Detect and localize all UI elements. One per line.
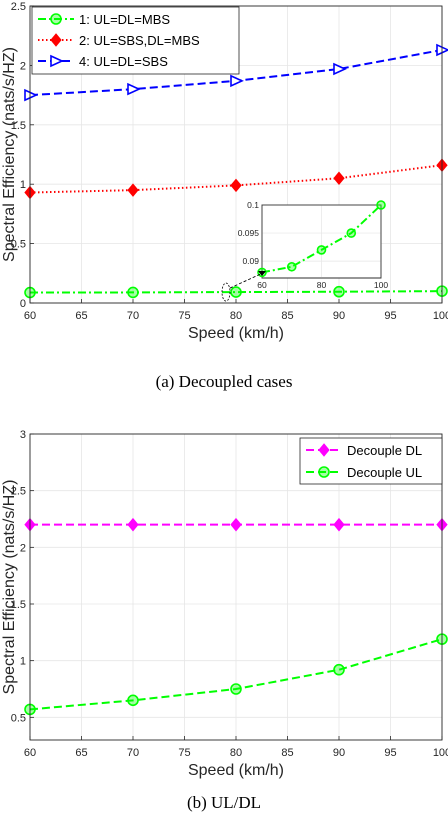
- chart-2: 60 65 70 75 80 85 90 95 100 0.5 1 1.5 2 2.5 3 Speed (km…: [1, 429, 448, 812]
- chart-2-axes-frame: [29, 433, 443, 741]
- chart-1-y-tick-label: 1.5: [11, 120, 26, 132]
- chart-1-x-tick-label: 80: [230, 310, 242, 322]
- chart-1-inset-series-line: [261, 204, 382, 274]
- chart-1-inset-x-tick-label: 80: [317, 280, 327, 290]
- chart-2-legend-label: Decouple UL: [347, 465, 422, 480]
- chart-2-data-point: [127, 517, 139, 532]
- chart-1-y-axis-label: Spectral Efficiency (nats/s/HZ): [1, 47, 18, 262]
- chart-2-x-tick-label: 95: [384, 747, 396, 759]
- chart-2-legend-marker: [318, 443, 330, 457]
- chart-1-y-tick-label: 0: [20, 298, 26, 310]
- chart-1-data-point: [127, 82, 141, 96]
- chart-1-legend-marker: [50, 13, 62, 25]
- chart-2-y-axis-label: Spectral Efficiency (nats/s/HZ): [1, 480, 18, 695]
- chart-1-legend-label: 2: UL=SBS,DL=MBS: [79, 33, 200, 48]
- chart-1-data-point: [230, 74, 244, 88]
- chart-1-inset-y-tick-label: 0.1: [247, 200, 259, 210]
- chart-1-data-point: [333, 171, 345, 186]
- chart-1-y-tick-label: 1: [20, 179, 26, 191]
- chart-2-data-point: [230, 517, 242, 532]
- chart-1-data-point: [127, 286, 139, 299]
- chart-1-x-tick-label: 100: [433, 310, 448, 322]
- chart-1-data-point: [333, 285, 345, 298]
- chart-2-x-tick-label: 90: [333, 747, 345, 759]
- chart-2-y-tick-label: 1: [20, 656, 26, 668]
- chart-2-y-tick-label: 2.5: [11, 486, 26, 498]
- chart-2-data-point: [333, 517, 345, 532]
- chart-1-inset-y-tick-label: 0.09: [242, 256, 259, 266]
- chart-1-legend-marker: [50, 33, 62, 47]
- chart-2-y-tick-label: 3: [20, 429, 26, 441]
- chart-2-y-tick-label: 1.5: [11, 599, 26, 611]
- chart-1-inset: 60 80 100 0.09 0.095 0.1: [221, 200, 388, 302]
- chart-2-data-point: [230, 683, 242, 695]
- chart-1-data-point: [230, 178, 242, 193]
- chart-1-x-tick-label: 75: [178, 310, 190, 322]
- chart-1-zoom-arrowhead: [258, 271, 266, 276]
- chart-1-series-line-2: [29, 164, 443, 194]
- chart-2-x-tick-label: 75: [178, 747, 190, 759]
- chart-1-inset-y-tick-label: 0.095: [238, 228, 260, 238]
- chart-1-y-tick-label: 2: [20, 60, 26, 72]
- chart-1-x-tick-label: 65: [75, 310, 87, 322]
- chart-1-data-point: [230, 286, 242, 298]
- chart-1-zoom-arrow: [229, 271, 266, 289]
- chart-1-y-tick-label: 0.5: [11, 239, 26, 251]
- chart-1-y-tick-label: 2.5: [11, 1, 26, 13]
- chart-1-inset-data-point: [286, 261, 297, 272]
- chart-1-series-line-1: [29, 290, 443, 294]
- chart-2-data-point: [127, 694, 139, 707]
- chart-2-x-tick-label: 100: [433, 747, 448, 759]
- chart-1-data-point: [127, 183, 139, 197]
- chart-1-caption: (a) Decoupled cases: [156, 372, 293, 391]
- chart-1-inset-data-point: [376, 200, 386, 210]
- chart-1-x-tick-label: 85: [281, 310, 293, 322]
- chart-1-data-point: [436, 43, 448, 57]
- chart-1-legend-label: 1: UL=DL=MBS: [79, 12, 170, 27]
- chart-1-axes-frame: [29, 5, 443, 304]
- chart-2-y-tick-label: 0.5: [11, 712, 26, 724]
- chart-2-caption: (b) UL/DL: [187, 793, 261, 812]
- chart-1-legend-label: 4: UL=DL=SBS: [79, 54, 168, 69]
- chart-2-legend-marker: [318, 466, 330, 478]
- chart-1-zoom-ellipse: [221, 282, 231, 302]
- chart-1-x-tick-label: 90: [333, 310, 345, 322]
- chart-1-inset-data-point: [346, 228, 357, 238]
- chart-1: 60 65 70 75 80 85 90 95 100 0 0.5 1 1.5 2 2.5 Speed (km…: [1, 1, 448, 391]
- chart-2-x-tick-label: 85: [281, 747, 293, 759]
- chart-1-x-tick-label: 95: [384, 310, 396, 322]
- chart-2-x-axis-label: Speed (km/h): [188, 762, 284, 779]
- chart-1-x-tick-label: 60: [24, 310, 36, 322]
- chart-1-legend-marker: [50, 54, 64, 68]
- chart-2-series-line-2: [29, 638, 443, 711]
- chart-1-data-point: [333, 62, 347, 76]
- chart-2-x-tick-label: 65: [75, 747, 87, 759]
- chart-1-inset-x-tick-label: 100: [374, 280, 388, 290]
- chart-1-data-point: [24, 88, 38, 102]
- chart-1-x-tick-label: 70: [127, 310, 139, 322]
- chart-1-inset-data-point: [316, 245, 327, 255]
- chart-2-x-tick-label: 60: [24, 747, 36, 759]
- chart-1-inset-border: [261, 204, 382, 279]
- chart-2-legend-label: Decouple DL: [347, 443, 422, 458]
- chart-2-y-tick-label: 2: [20, 542, 26, 554]
- chart-2-x-tick-label: 70: [127, 747, 139, 759]
- chart-1-x-axis-label: Speed (km/h): [188, 325, 284, 342]
- chart-2-x-tick-label: 80: [230, 747, 242, 759]
- chart-2-data-point: [333, 663, 345, 676]
- chart-1-inset-x-tick-label: 60: [257, 280, 267, 290]
